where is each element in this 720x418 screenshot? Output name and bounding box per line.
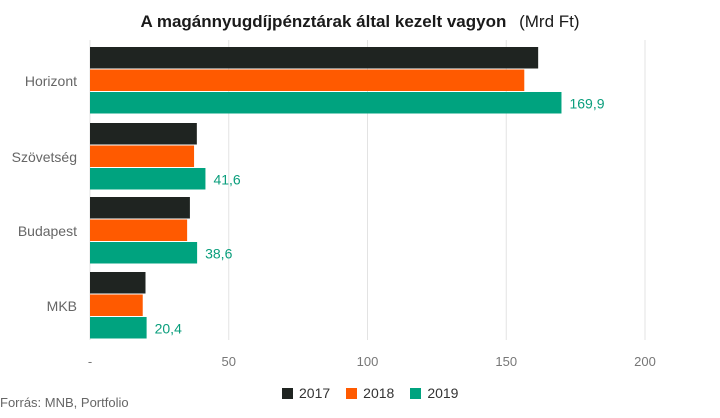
data-label: 41,6 [213, 171, 240, 187]
bar-2018 [90, 219, 188, 241]
bar-2017 [90, 272, 146, 294]
chart-title-text: A magánnyugdíjpénztárak által kezelt vag… [140, 12, 507, 31]
legend-item-2017: 2017 [282, 385, 330, 401]
legend: 2017 2018 2019 [282, 385, 458, 401]
bar-2019 [90, 242, 198, 264]
x-tick-label: - [88, 354, 92, 369]
category-label: Szövetség [12, 149, 77, 165]
bar-2018 [90, 69, 525, 91]
bar-2017 [90, 197, 190, 219]
bars [90, 47, 562, 339]
data-label: 169,9 [569, 95, 604, 111]
legend-swatch [282, 387, 293, 399]
bar-2019 [90, 168, 206, 190]
legend-item-2018: 2018 [346, 385, 394, 401]
bar-2019 [90, 317, 147, 339]
source-note: Forrás: MNB, Portfolio [0, 395, 129, 410]
x-tick-label: 200 [634, 354, 656, 369]
legend-label: 2019 [427, 385, 459, 401]
data-label: 38,6 [205, 245, 232, 261]
legend-label: 2017 [299, 385, 331, 401]
legend-label: 2018 [363, 385, 395, 401]
data-label: 20,4 [155, 320, 182, 336]
bar-2018 [90, 145, 195, 167]
bar-2019 [90, 92, 562, 114]
category-label: Horizont [25, 73, 77, 89]
x-tick-label: 50 [222, 354, 236, 369]
category-label: Budapest [18, 223, 77, 239]
bar-2017 [90, 47, 539, 69]
labels: - 50 100 150 200 169,9 Horizont 41,6 Szövetség 38… [12, 73, 656, 369]
chart-unit: (Mrd Ft) [519, 12, 580, 31]
bar-2018 [90, 294, 143, 316]
x-tick-label: 150 [495, 354, 517, 369]
legend-swatch [410, 387, 422, 399]
legend-swatch [346, 387, 358, 399]
chart-title: A magánnyugdíjpénztárak által kezelt vag… [0, 12, 720, 32]
bar-2017 [90, 123, 197, 145]
x-tick-label: 100 [357, 354, 379, 369]
category-label: MKB [47, 298, 77, 314]
legend-item-2019: 2019 [410, 385, 458, 401]
